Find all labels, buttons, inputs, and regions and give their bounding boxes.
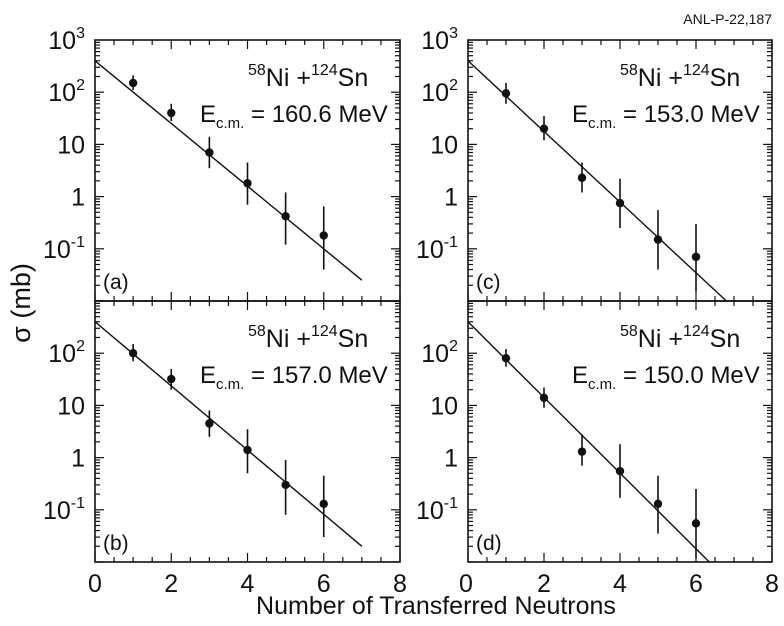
- data-point: [501, 354, 511, 363]
- data-point: [205, 419, 214, 428]
- data-point: [653, 235, 663, 244]
- data-point: [691, 519, 701, 528]
- data-point: [615, 198, 625, 208]
- x-tick-label: 2: [537, 570, 551, 598]
- panel-letter: (b): [103, 532, 129, 555]
- data-point: [577, 447, 587, 456]
- energy-label: Ec.m. = 157.0 MeV: [200, 362, 388, 393]
- panel-d: 102 10 1 10-1 0 2 4 6 8 (d) 58Ni +124Sn Ec.m. = 150…: [416, 300, 779, 598]
- panel-letter: (d): [476, 532, 502, 555]
- energy-label: Ec.m. = 150.0 MeV: [572, 362, 760, 393]
- y-tick-label: 102: [421, 77, 458, 107]
- y-tick-label: 1: [444, 445, 458, 473]
- y-tick-label: 10-1: [43, 234, 85, 264]
- x-tick-label: 4: [241, 570, 255, 598]
- x-tick-label: 4: [613, 570, 627, 598]
- data-point: [281, 480, 290, 490]
- energy-label: Ec.m. = 153.0 MeV: [572, 101, 760, 132]
- data-point: [539, 393, 549, 402]
- data-point: [281, 212, 290, 221]
- data-point: [243, 179, 252, 188]
- data-point: [167, 108, 176, 118]
- y-tick-label: 10-1: [43, 495, 85, 525]
- y-tick-label: 102: [48, 77, 85, 107]
- data-point: [653, 499, 663, 509]
- fit-line: [94, 60, 363, 281]
- y-tick-label: 10: [57, 392, 85, 420]
- x-tick-label: 2: [164, 570, 178, 598]
- x-axis-label: Number of Transferred Neutrons: [256, 592, 616, 620]
- y-tick-label: 103: [421, 25, 458, 55]
- y-tick-label: 10: [430, 392, 458, 420]
- x-tick-label: 0: [459, 570, 473, 598]
- energy-label: Ec.m. = 160.6 MeV: [200, 101, 388, 132]
- report-id: ANL-P-22,187: [683, 11, 772, 27]
- y-tick-label: 1: [71, 184, 85, 212]
- data-point: [691, 252, 701, 262]
- data-point: [501, 89, 511, 98]
- panel-b: 102 10 1 10-1 0 2 4 6 8 (b) 58Ni +124Sn Ec.m. = 157…: [43, 300, 407, 598]
- reaction-label: 58Ni +124Sn: [248, 62, 368, 92]
- data-point: [319, 499, 328, 509]
- y-tick-label: 10: [57, 131, 85, 159]
- x-tick-label: 6: [689, 570, 703, 598]
- reaction-label: 58Ni +124Sn: [248, 323, 368, 353]
- fit-line: [94, 321, 363, 547]
- data-point: [577, 173, 587, 182]
- y-tick-label: 10-1: [416, 234, 458, 264]
- y-tick-label: 1: [71, 445, 85, 473]
- data-point: [128, 349, 138, 358]
- y-tick-label: 102: [421, 338, 458, 368]
- x-tick-label: 6: [317, 570, 331, 598]
- panel-letter: (a): [103, 271, 129, 294]
- reaction-label: 58Ni +124Sn: [620, 323, 740, 353]
- data-point: [615, 466, 625, 476]
- data-point: [539, 124, 549, 133]
- fit-line: [467, 60, 727, 302]
- panel-letter: (c): [476, 271, 501, 294]
- x-tick-label: 8: [393, 570, 407, 598]
- x-tick-label: 8: [765, 570, 779, 598]
- y-tick-label: 102: [48, 338, 85, 368]
- data-point: [243, 445, 252, 455]
- y-tick-label: 103: [48, 25, 85, 55]
- data-point: [128, 78, 138, 88]
- y-axis-label: σ (mb): [6, 263, 36, 343]
- y-tick-label: 10: [430, 131, 458, 159]
- data-point: [167, 374, 176, 384]
- reaction-label: 58Ni +124Sn: [620, 62, 740, 92]
- y-tick-label: 10-1: [416, 495, 458, 525]
- data-point: [319, 231, 328, 240]
- data-point: [205, 148, 214, 157]
- y-tick-label: 1: [444, 184, 458, 212]
- x-tick-label: 0: [88, 570, 102, 598]
